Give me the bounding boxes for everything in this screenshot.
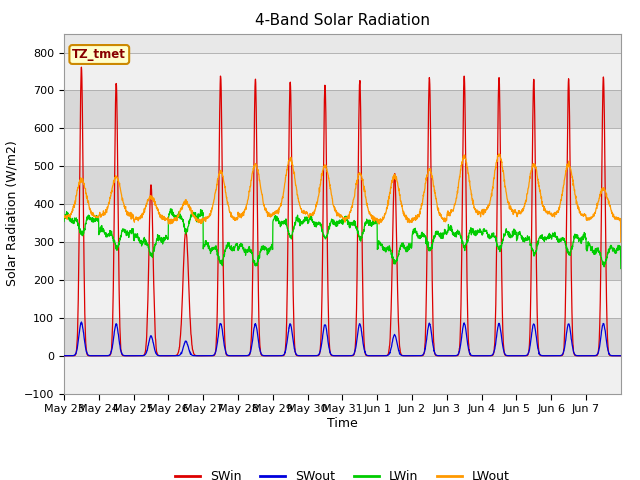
Line: SWout: SWout — [64, 322, 621, 356]
Bar — [64, 166, 621, 204]
SWout — [542, 353, 550, 359]
LWin — [609, 247, 617, 252]
SWin — [617, 353, 625, 359]
LWin — [510, 231, 518, 237]
SWout — [510, 353, 518, 359]
LWout — [617, 239, 625, 245]
Line: LWout: LWout — [64, 154, 621, 242]
SWin — [116, 324, 124, 330]
LWout — [116, 180, 124, 186]
Legend: SWin, SWout, LWin, LWout: SWin, SWout, LWin, LWout — [170, 465, 515, 480]
LWout — [510, 207, 518, 213]
Bar — [64, 90, 621, 128]
Bar — [64, 356, 621, 394]
Text: TZ_tmet: TZ_tmet — [72, 48, 126, 61]
Bar — [64, 242, 621, 280]
LWout — [542, 209, 550, 215]
LWin — [542, 236, 550, 242]
LWin — [617, 265, 625, 271]
LWout — [609, 212, 617, 217]
SWout — [60, 353, 68, 359]
LWin — [376, 240, 384, 245]
Bar — [64, 318, 621, 356]
LWout — [60, 213, 68, 218]
SWin — [510, 353, 518, 359]
X-axis label: Time: Time — [327, 417, 358, 430]
SWout — [77, 319, 85, 325]
Bar — [64, 52, 621, 90]
Bar — [64, 204, 621, 242]
Title: 4-Band Solar Radiation: 4-Band Solar Radiation — [255, 13, 430, 28]
SWout — [236, 353, 244, 359]
SWin — [60, 353, 68, 359]
SWin — [376, 353, 384, 359]
Line: SWin: SWin — [64, 67, 621, 356]
LWout — [236, 213, 244, 218]
SWout — [116, 342, 124, 348]
Y-axis label: Solar Radiation (W/m2): Solar Radiation (W/m2) — [5, 141, 19, 287]
Bar — [64, 128, 621, 166]
SWout — [609, 353, 617, 359]
SWin — [542, 353, 550, 359]
LWin — [166, 206, 174, 212]
LWout — [376, 217, 383, 223]
Bar — [64, 280, 621, 318]
Line: LWin: LWin — [64, 209, 621, 268]
LWin — [60, 218, 68, 224]
SWout — [376, 353, 384, 359]
SWin — [236, 353, 244, 359]
LWout — [495, 151, 503, 156]
SWin — [77, 64, 85, 70]
LWin — [236, 241, 244, 247]
SWout — [617, 353, 625, 359]
SWin — [609, 353, 617, 359]
LWin — [116, 239, 124, 244]
